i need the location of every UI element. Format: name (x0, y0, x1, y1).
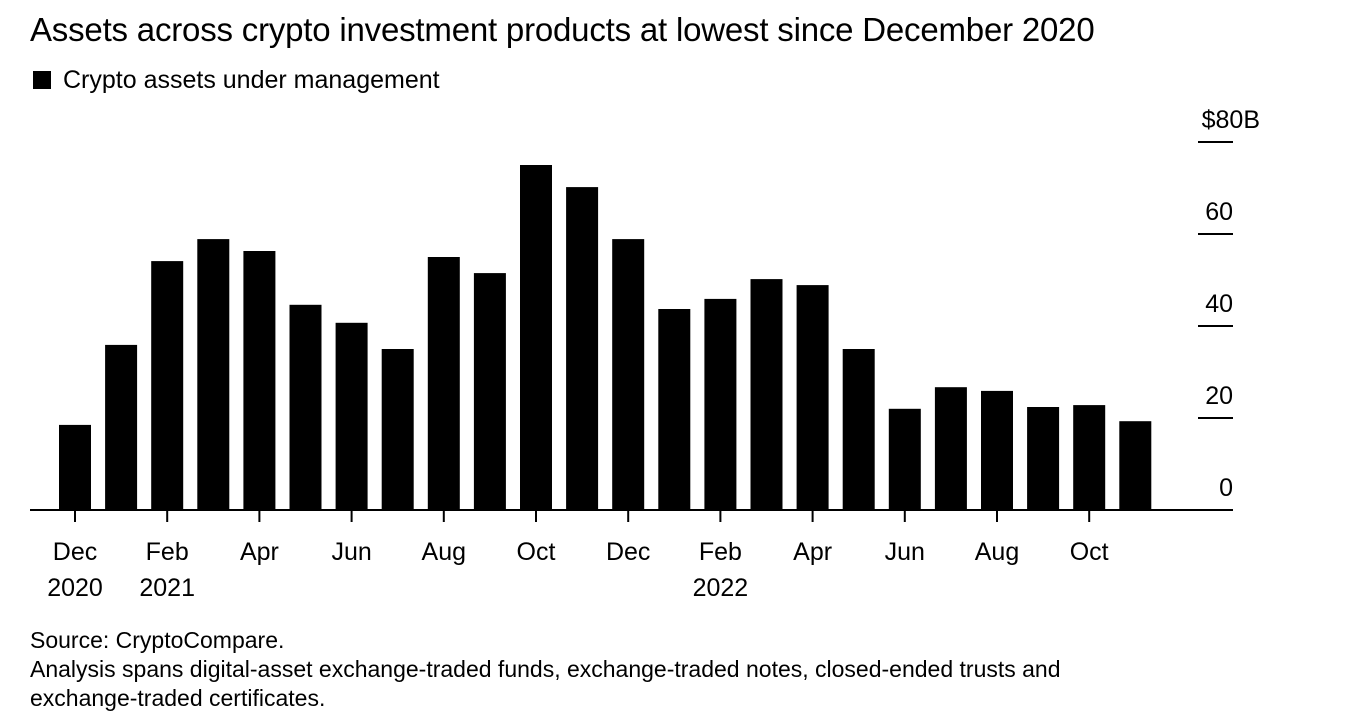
x-tick-label-month: Apr (793, 538, 832, 566)
bar (704, 298, 737, 510)
x-tick-label-month: Aug (422, 538, 466, 566)
y-tick-label: 0 (1219, 474, 1233, 502)
bar (151, 261, 184, 510)
x-tick-label-month: Feb (699, 538, 742, 566)
x-tick-label-month: Apr (240, 538, 279, 566)
x-tick-label-year: 2021 (139, 574, 195, 602)
note-text-line1: Analysis spans digital-asset exchange-tr… (30, 656, 1061, 682)
bar (1027, 407, 1060, 510)
bar (658, 309, 691, 510)
bar (520, 165, 552, 510)
bar (243, 251, 276, 510)
x-tick-label-month: Aug (975, 538, 1019, 566)
bar (934, 387, 967, 510)
bar (381, 349, 414, 510)
legend-swatch (33, 71, 51, 89)
footer: Source: CryptoCompare. Analysis spans di… (30, 626, 1061, 713)
bar (289, 304, 322, 510)
y-tick-label: $80B (1202, 106, 1260, 134)
bar (105, 344, 138, 510)
note-text-line2: exchange-traded certificates. (30, 685, 326, 711)
bar (612, 239, 645, 510)
x-tick-label-month: Oct (517, 538, 556, 566)
bar (566, 187, 599, 510)
y-axis: 0 20 40 60 $80B (1198, 106, 1260, 502)
x-tick-label-year: 2020 (47, 574, 103, 602)
bar (981, 390, 1013, 510)
bar (1119, 421, 1152, 510)
bar (796, 285, 829, 510)
y-tick-label: 60 (1205, 198, 1233, 226)
x-tick-label-year: 2022 (693, 574, 749, 602)
x-tick-label-month: Feb (146, 538, 189, 566)
chart-title: Assets across crypto investment products… (30, 11, 1095, 48)
bar (1073, 405, 1106, 510)
bar (473, 273, 506, 510)
x-tick-label-month: Dec (53, 538, 97, 566)
legend-label: Crypto assets under management (63, 66, 440, 94)
y-tick-label: 20 (1205, 382, 1233, 410)
bar (750, 279, 783, 510)
bar (59, 424, 91, 510)
source-text: Source: CryptoCompare. (30, 627, 285, 653)
bar (335, 322, 368, 510)
bar (427, 257, 460, 510)
y-tick-label: 40 (1205, 290, 1233, 318)
x-axis: Dec 2020 Feb 2021 Apr Jun Aug Oct Dec Feb 2022 Apr J… (30, 509, 1233, 602)
bars (59, 165, 1152, 510)
x-tick-label-month: Dec (606, 538, 650, 566)
x-tick-label-month: Jun (885, 538, 925, 566)
legend: Crypto assets under management (33, 64, 440, 96)
x-tick-label-month: Jun (331, 538, 371, 566)
bar (888, 408, 921, 510)
x-tick-label-month: Oct (1070, 538, 1109, 566)
bar (197, 239, 230, 510)
bar (842, 349, 875, 510)
